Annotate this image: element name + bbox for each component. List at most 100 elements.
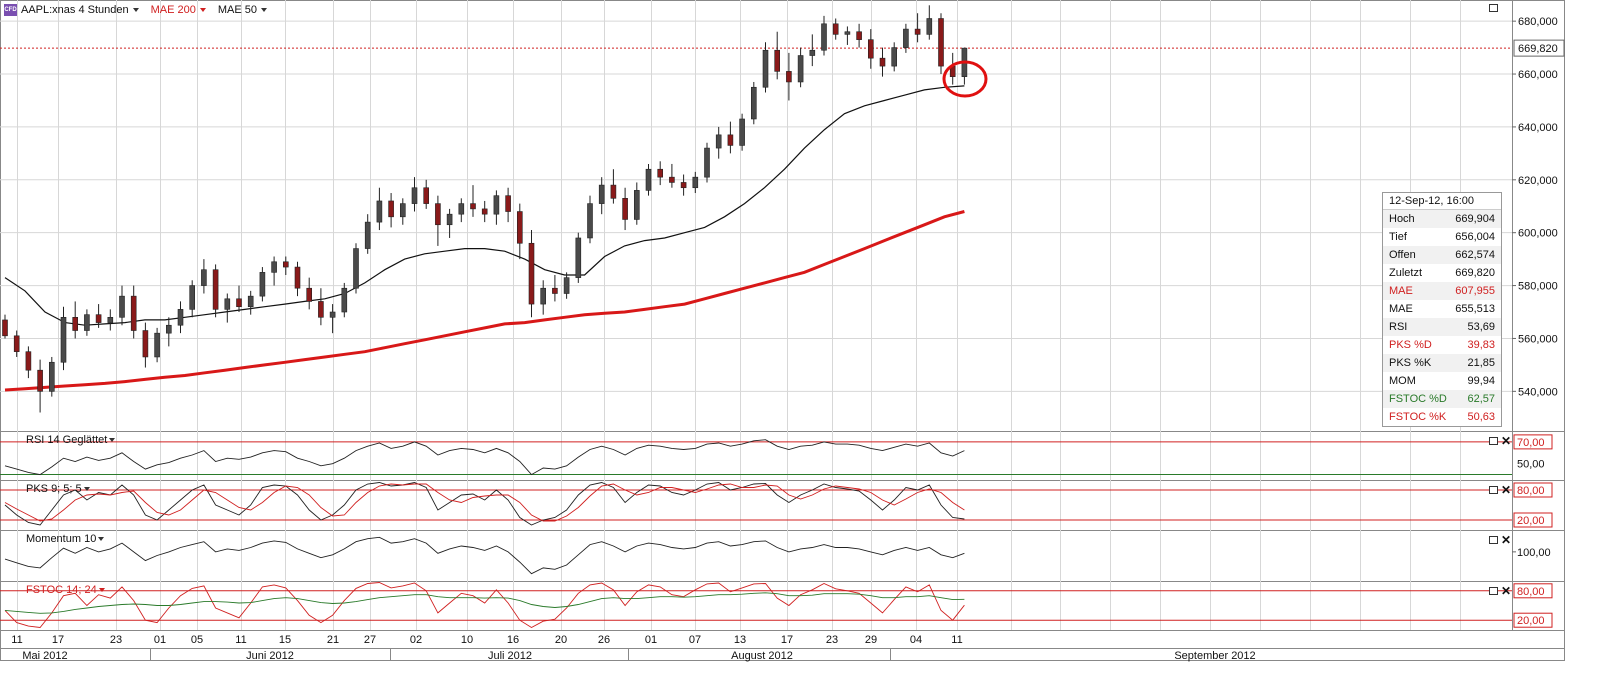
chevron-down-icon [98, 537, 105, 541]
series-layer [4, 85, 965, 629]
x-tick-label: 21 [327, 634, 339, 646]
mae50-dropdown[interactable]: MAE 50 [218, 4, 268, 16]
data-row-label: Zuletzt [1389, 267, 1423, 279]
candle-body [364, 221, 371, 249]
candle-body [832, 23, 839, 35]
data-row-label: Hoch [1389, 213, 1415, 225]
mae200-dropdown[interactable]: MAE 200 [151, 4, 206, 16]
maximize-button[interactable] [1489, 4, 1498, 12]
candle-body [727, 134, 734, 146]
symbol-label: AAPL:xnas 4 Stunden [21, 4, 129, 16]
chevron-down-icon [261, 8, 268, 12]
candle-body [493, 195, 500, 215]
rsi-close-icon[interactable]: ✕ [1501, 434, 1512, 448]
fstoc-pane-label[interactable]: FSTOC 14; 24 [26, 584, 105, 596]
candle-body [259, 272, 266, 297]
candle-body [154, 332, 160, 358]
y-tick-label: 560,000 [1518, 333, 1558, 345]
data-row: MAE 655,513 [1383, 300, 1501, 318]
x-tick-label: 01 [645, 634, 657, 646]
fstoc-maximize-button[interactable] [1489, 587, 1498, 595]
data-row-value: 21,85 [1467, 357, 1495, 369]
rsi-pane-label[interactable]: RSI 14 Geglättet [26, 434, 116, 446]
x-tick-label: 15 [279, 634, 291, 646]
candle-body [563, 277, 570, 294]
fstoc-d-line [4, 592, 965, 614]
candle-body [72, 317, 78, 331]
data-row-value: 669,904 [1455, 213, 1495, 225]
data-row-label: PKS %D [1389, 339, 1432, 351]
chart-toolbar: CFD AAPL:xnas 4 Stunden MAE 200 MAE 50 [4, 2, 268, 18]
x-tick-label: 05 [191, 634, 203, 646]
chevron-down-icon [199, 8, 206, 12]
pks-level-20-box [1513, 512, 1553, 528]
candle-body [329, 311, 336, 318]
candle-body [13, 335, 20, 352]
data-window: 12-Sep-12, 16:00 Hoch 669,904 Tief 656,004 O… [1382, 192, 1502, 427]
candle-body [247, 295, 254, 308]
y-tick-label: 580,000 [1518, 281, 1558, 293]
candle-body [879, 57, 886, 67]
candle-body [446, 213, 453, 226]
x-tick-label: 20 [555, 634, 567, 646]
data-row-value: 62,57 [1467, 393, 1495, 405]
pks-d-line [4, 483, 965, 522]
fstoc-close-icon[interactable]: ✕ [1501, 584, 1512, 598]
candle-body [587, 203, 593, 239]
fstoc-label-text: FSTOC 14; 24 [26, 584, 97, 596]
candle-body [189, 285, 195, 310]
data-row-value: 655,513 [1455, 303, 1495, 315]
data-row-label: FSTOC %D [1389, 393, 1447, 405]
pks-close-icon[interactable]: ✕ [1501, 483, 1512, 497]
grid-layer [0, 0, 1565, 661]
data-row-label: Offen [1389, 249, 1416, 261]
fstoc-level-80-box [1513, 583, 1553, 599]
data-row: Zuletzt 669,820 [1383, 264, 1501, 282]
candle-body [622, 198, 628, 220]
chevron-down-icon [98, 588, 105, 592]
mom-maximize-button[interactable] [1489, 536, 1498, 544]
mom-pane-label[interactable]: Momentum 10 [26, 533, 105, 545]
data-row: Tief 656,004 [1383, 228, 1501, 246]
rsi-maximize-button[interactable] [1489, 437, 1498, 445]
candle-body [797, 55, 804, 83]
candle-body [610, 184, 617, 199]
candle-body [271, 261, 277, 273]
month-label: Juli 2012 [488, 650, 532, 662]
candle-body [236, 298, 242, 308]
candle-body [107, 317, 114, 323]
candle-body [516, 211, 523, 244]
symbol-dropdown[interactable]: AAPL:xnas 4 Stunden [21, 4, 139, 16]
data-window-date: 12-Sep-12, 16:00 [1383, 193, 1501, 210]
data-row-value: 662,574 [1455, 249, 1495, 261]
momentum-line [4, 536, 965, 575]
candle-body [821, 23, 827, 51]
data-row: Hoch 669,904 [1383, 210, 1501, 228]
x-tick-label: 17 [52, 634, 64, 646]
chevron-down-icon [83, 487, 90, 491]
pks-k-line [4, 482, 965, 526]
candle-body [48, 361, 55, 392]
data-row-label: MOM [1389, 375, 1416, 387]
data-row-value: 39,83 [1467, 339, 1495, 351]
data-row: PKS %K 21,85 [1383, 354, 1501, 372]
data-row: MOM 99,94 [1383, 372, 1501, 390]
rsi-level-70-label: 70,00 [1517, 437, 1545, 449]
mom-close-icon[interactable]: ✕ [1501, 533, 1512, 547]
x-tick-label: 16 [507, 634, 519, 646]
pks-maximize-button[interactable] [1489, 486, 1498, 494]
level-lines [0, 47, 1512, 621]
candle-body [598, 184, 605, 204]
pks-pane-label[interactable]: PKS 9; 5; 5 [26, 483, 90, 495]
candles-layer [2, 5, 968, 413]
data-row-label: PKS %K [1389, 357, 1432, 369]
candle-body [423, 187, 430, 204]
candle-body [294, 266, 301, 289]
month-label: September 2012 [1174, 650, 1255, 662]
rsi-level-70-box [1513, 434, 1553, 450]
fstoc-level-20-label: 20,00 [1517, 615, 1545, 627]
candle-body [470, 203, 476, 210]
candle-body [856, 31, 862, 40]
mae200-label: MAE 200 [150, 4, 196, 16]
